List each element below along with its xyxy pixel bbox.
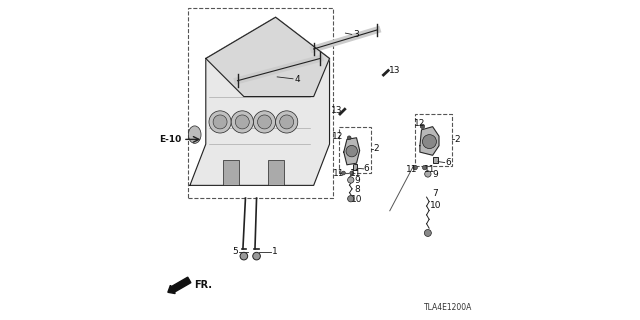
Circle shape <box>424 229 431 236</box>
Circle shape <box>422 135 436 148</box>
Ellipse shape <box>188 126 201 143</box>
Text: 3: 3 <box>354 30 359 39</box>
Bar <box>188 8 333 198</box>
Circle shape <box>236 115 249 129</box>
Circle shape <box>348 177 354 183</box>
Circle shape <box>253 111 276 133</box>
Circle shape <box>231 111 253 133</box>
Bar <box>433 157 438 163</box>
Text: 12: 12 <box>332 132 344 141</box>
Circle shape <box>213 115 227 129</box>
Polygon shape <box>344 138 360 165</box>
Circle shape <box>420 124 425 129</box>
Circle shape <box>425 171 431 177</box>
Circle shape <box>253 252 260 260</box>
Text: 11: 11 <box>350 169 362 178</box>
Text: 2: 2 <box>373 144 379 153</box>
Circle shape <box>422 165 427 170</box>
Text: 1: 1 <box>272 247 278 257</box>
Text: 9: 9 <box>432 171 438 180</box>
Text: 6: 6 <box>364 164 369 173</box>
Bar <box>353 164 357 170</box>
Text: 2: 2 <box>454 135 460 144</box>
Circle shape <box>276 111 298 133</box>
Circle shape <box>257 115 271 129</box>
Circle shape <box>346 145 357 157</box>
Text: E-10: E-10 <box>159 135 182 144</box>
Text: 9: 9 <box>354 176 360 185</box>
Bar <box>339 127 371 173</box>
Bar <box>268 160 284 185</box>
Circle shape <box>280 115 294 129</box>
Circle shape <box>413 165 417 170</box>
Circle shape <box>240 252 248 260</box>
Polygon shape <box>206 17 330 97</box>
Text: FR.: FR. <box>194 280 212 290</box>
Circle shape <box>209 111 231 133</box>
Circle shape <box>348 196 354 202</box>
Text: 5: 5 <box>232 247 238 257</box>
Text: 13: 13 <box>389 66 401 75</box>
Polygon shape <box>420 127 439 155</box>
Text: 8: 8 <box>354 185 360 194</box>
Circle shape <box>350 171 354 175</box>
Bar <box>223 160 239 185</box>
Text: 12: 12 <box>414 119 426 128</box>
FancyArrow shape <box>168 277 191 293</box>
Text: 13: 13 <box>331 106 342 115</box>
Text: 6: 6 <box>445 158 451 167</box>
Circle shape <box>342 171 346 175</box>
Bar <box>415 114 452 166</box>
Text: 4: 4 <box>295 75 301 84</box>
Text: 7: 7 <box>432 189 438 198</box>
Text: 11: 11 <box>406 165 418 174</box>
Circle shape <box>348 136 351 140</box>
Text: 11: 11 <box>424 165 435 174</box>
Polygon shape <box>190 17 330 185</box>
Text: 11: 11 <box>333 169 345 178</box>
Text: 10: 10 <box>429 201 441 210</box>
Text: 10: 10 <box>351 196 363 204</box>
Text: TLA4E1200A: TLA4E1200A <box>424 303 472 312</box>
